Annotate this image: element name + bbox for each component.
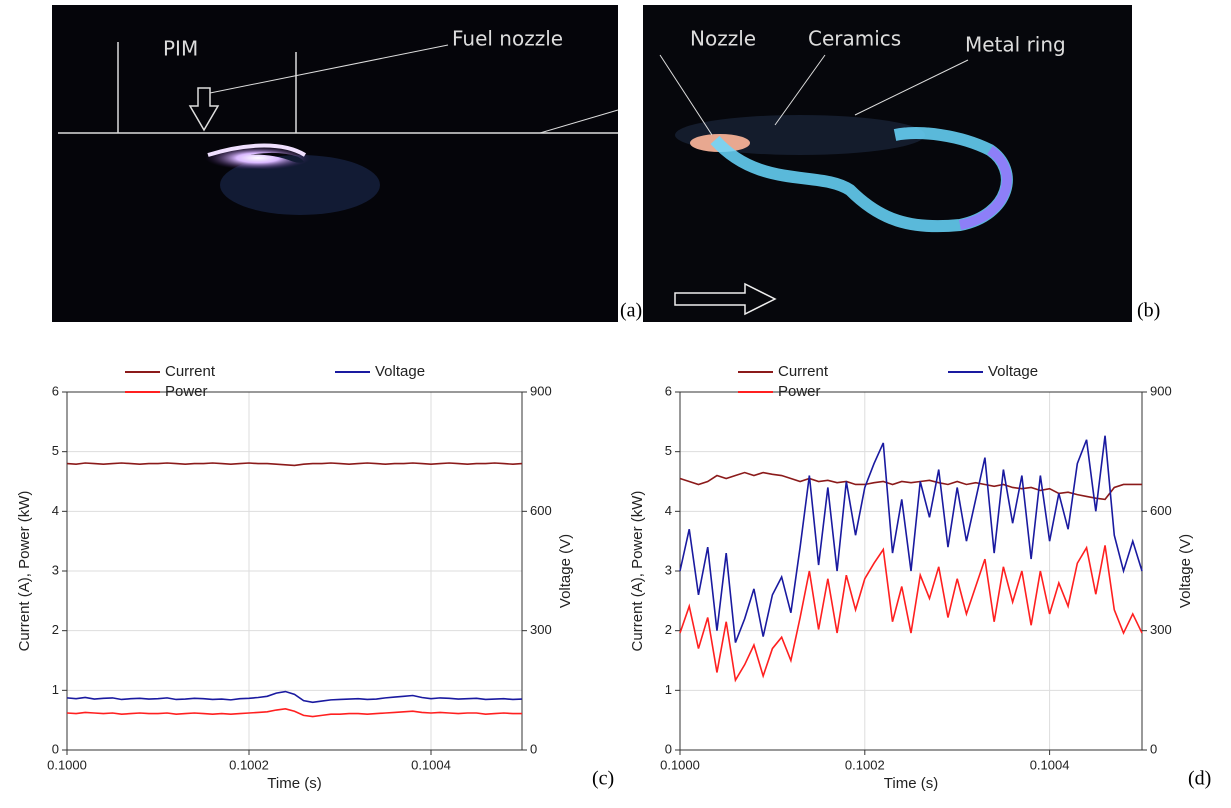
y2-tick-label: 0 bbox=[530, 741, 537, 756]
x-axis-label: Time (s) bbox=[884, 775, 938, 792]
x-tick-label: 0.1002 bbox=[229, 757, 269, 772]
panel-label: (d) bbox=[1188, 768, 1211, 790]
y2-tick-label: 0 bbox=[1150, 741, 1157, 756]
series-line bbox=[66, 708, 522, 718]
legend-label: Voltage bbox=[375, 363, 425, 380]
y-tick-label: 2 bbox=[52, 622, 59, 637]
legend-label: Current bbox=[165, 363, 216, 380]
y-tick-label: 2 bbox=[665, 622, 672, 637]
y-tick-label: 1 bbox=[665, 682, 672, 697]
y2-tick-label: 300 bbox=[1150, 622, 1172, 637]
x-tick-label: 0.1000 bbox=[660, 757, 700, 772]
y-axis-label: Current (A), Power (kW) bbox=[16, 491, 33, 652]
y-tick-label: 0 bbox=[665, 741, 672, 756]
y2-tick-label: 600 bbox=[530, 503, 552, 518]
series-line bbox=[66, 690, 523, 704]
x-axis-label: Time (s) bbox=[267, 775, 321, 792]
photo-a: PIM Fuel nozzle bbox=[52, 5, 619, 322]
y-tick-label: 5 bbox=[665, 443, 672, 458]
series-line bbox=[66, 462, 523, 467]
legend-label: Voltage bbox=[988, 363, 1038, 380]
y-tick-label: 6 bbox=[52, 383, 59, 398]
photo-b: Nozzle Ceramics Metal ring bbox=[643, 5, 1132, 322]
y-tick-label: 6 bbox=[665, 383, 672, 398]
x-tick-label: 0.1000 bbox=[47, 757, 87, 772]
y-tick-label: 3 bbox=[665, 562, 672, 577]
y-axis-label: Current (A), Power (kW) bbox=[629, 491, 646, 652]
y2-tick-label: 900 bbox=[1150, 383, 1172, 398]
x-tick-label: 0.1004 bbox=[411, 757, 451, 772]
plot-frame bbox=[66, 391, 523, 751]
series-line bbox=[679, 435, 1143, 643]
series-line bbox=[679, 471, 1142, 501]
legend-label: Current bbox=[778, 363, 829, 380]
y2-axis-label: Voltage (V) bbox=[557, 534, 574, 608]
series-line bbox=[679, 545, 1143, 683]
photo-annotation: Ceramics bbox=[808, 27, 901, 51]
x-tick-label: 0.1002 bbox=[845, 757, 885, 772]
panel-label: (c) bbox=[592, 768, 614, 790]
y-tick-label: 4 bbox=[52, 503, 59, 518]
photo-annotation: Fuel nozzle bbox=[452, 27, 563, 51]
y-tick-label: 5 bbox=[52, 443, 59, 458]
legend-label: Power bbox=[778, 383, 821, 400]
photo-annotation: Metal ring bbox=[965, 33, 1066, 57]
panel-label: (a) bbox=[620, 300, 642, 322]
y-tick-label: 0 bbox=[52, 741, 59, 756]
y2-tick-label: 900 bbox=[530, 383, 552, 398]
y2-axis-label: Voltage (V) bbox=[1177, 534, 1194, 608]
y-tick-label: 4 bbox=[665, 503, 672, 518]
photo-annotation: Nozzle bbox=[690, 27, 756, 51]
y-tick-label: 1 bbox=[52, 682, 59, 697]
x-tick-label: 0.1004 bbox=[1030, 757, 1070, 772]
panel-label: (b) bbox=[1137, 300, 1160, 322]
y2-tick-label: 600 bbox=[1150, 503, 1172, 518]
y-tick-label: 3 bbox=[52, 562, 59, 577]
legend-label: Power bbox=[165, 383, 208, 400]
y2-tick-label: 300 bbox=[530, 622, 552, 637]
photo-annotation: PIM bbox=[163, 37, 198, 61]
